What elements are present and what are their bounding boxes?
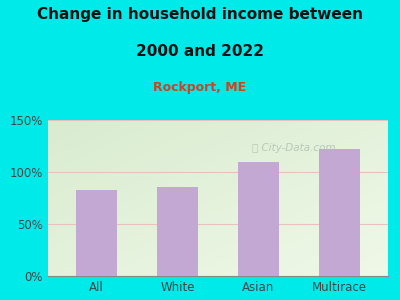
Text: ⓘ City-Data.com: ⓘ City-Data.com	[252, 143, 336, 153]
Text: Rockport, ME: Rockport, ME	[154, 81, 246, 94]
Text: 2000 and 2022: 2000 and 2022	[136, 44, 264, 59]
Text: Change in household income between: Change in household income between	[37, 8, 363, 22]
Bar	[319, 149, 360, 276]
Bar	[76, 190, 117, 276]
Bar	[157, 187, 198, 276]
Bar	[238, 162, 279, 276]
